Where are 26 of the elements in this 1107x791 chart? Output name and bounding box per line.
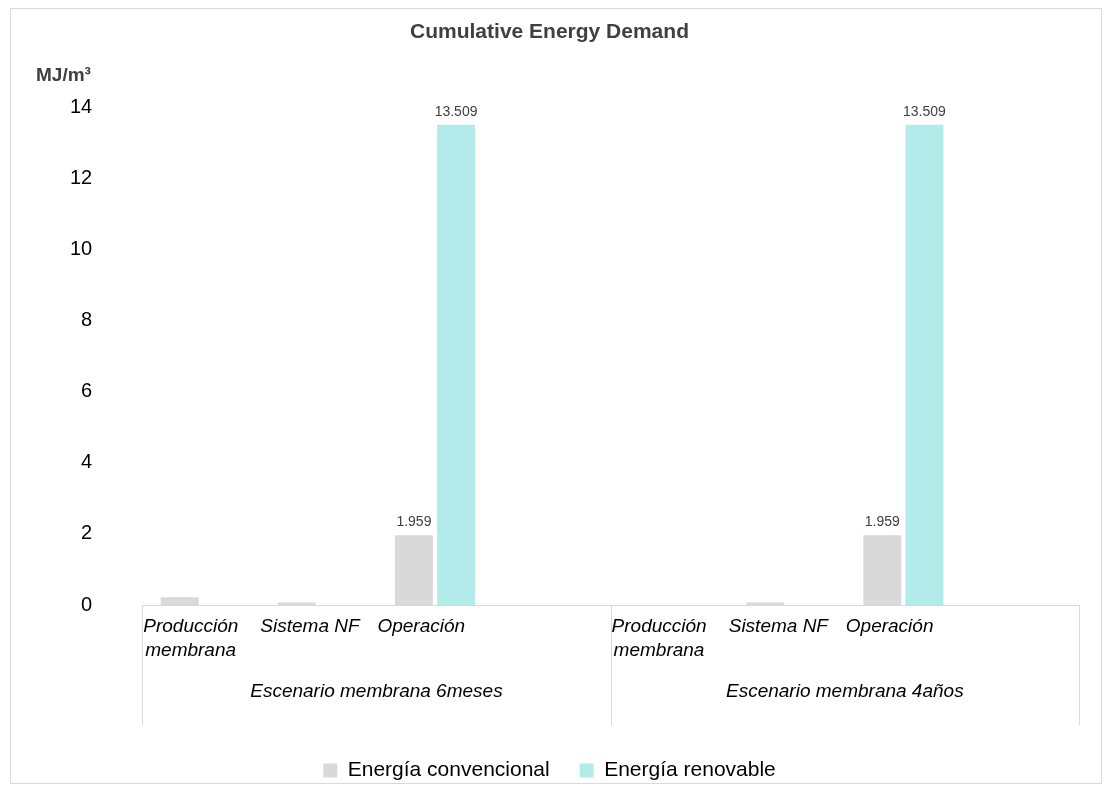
x-tick-label: Producción membrana xyxy=(611,614,707,660)
y-tick-label: 10 xyxy=(70,236,93,259)
y-tick-label: 0 xyxy=(81,592,93,615)
x-tick-label: Producción membrana xyxy=(143,614,239,660)
x-tick-label: Operación xyxy=(845,614,934,636)
data-label: 1.959 xyxy=(864,513,901,530)
text: Escenario membrana 6meses xyxy=(250,680,504,702)
y-axis-title: MJ/m³ xyxy=(36,63,91,85)
x-tick-label: Operación xyxy=(377,614,466,636)
legend-label: Energía renovable xyxy=(604,757,776,781)
text: Escenario membrana 4años xyxy=(725,680,965,702)
y-tick-label: 6 xyxy=(81,379,93,402)
x-tick-label: Sistema NF xyxy=(728,614,830,636)
chart-title: Cumulative Energy Demand xyxy=(410,19,689,43)
data-label: 1.959 xyxy=(396,513,432,530)
data-label: 13.509 xyxy=(434,102,478,119)
y-tick-label: 14 xyxy=(70,94,93,117)
bar xyxy=(905,124,944,605)
y-tick-label: 8 xyxy=(81,308,93,331)
y-tick-label: 12 xyxy=(70,165,93,188)
y-tick-label: 2 xyxy=(81,521,93,544)
data-label: 13.509 xyxy=(903,102,947,119)
y-tick-label: 4 xyxy=(81,450,93,473)
legend-label: Energía convencional xyxy=(347,757,550,781)
x-tick-label: Sistema NF xyxy=(260,614,361,636)
bar xyxy=(437,124,476,605)
